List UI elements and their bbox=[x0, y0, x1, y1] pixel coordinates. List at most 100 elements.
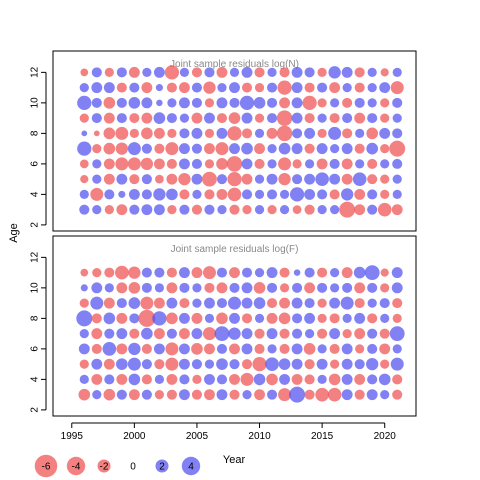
bubble bbox=[216, 127, 228, 139]
bubble bbox=[142, 67, 152, 77]
bubble bbox=[191, 204, 202, 215]
bubble bbox=[116, 97, 127, 108]
bubble bbox=[267, 189, 278, 200]
bubble bbox=[330, 268, 340, 278]
bubble bbox=[204, 128, 215, 138]
bubble bbox=[316, 143, 328, 155]
bubble bbox=[91, 343, 102, 354]
bubble bbox=[179, 67, 190, 77]
bubble bbox=[329, 189, 340, 200]
bubble bbox=[352, 172, 367, 186]
bubble bbox=[154, 143, 165, 154]
bubble bbox=[202, 266, 216, 280]
bubble bbox=[191, 267, 203, 279]
bubble bbox=[92, 268, 102, 278]
bubble bbox=[226, 156, 243, 172]
bubble bbox=[317, 67, 327, 77]
bubble bbox=[267, 67, 277, 77]
y-tick-label: 12 bbox=[30, 66, 41, 78]
bubble bbox=[254, 328, 265, 339]
bubble bbox=[241, 112, 253, 124]
bubble bbox=[367, 83, 377, 93]
bubble bbox=[128, 66, 140, 78]
bubble bbox=[129, 128, 139, 138]
bubble bbox=[80, 68, 89, 77]
bubble bbox=[78, 388, 91, 401]
bubble bbox=[392, 344, 402, 354]
bubble bbox=[267, 97, 278, 108]
bubble bbox=[77, 141, 92, 156]
bubble bbox=[389, 140, 406, 157]
bubble bbox=[79, 298, 89, 308]
bubble bbox=[192, 298, 202, 308]
bubble bbox=[279, 67, 290, 78]
bubble bbox=[304, 113, 315, 124]
panel-2: Joint sample residuals log(F) 2 4 6 8 10 12 bbox=[30, 235, 417, 417]
bubble bbox=[278, 142, 291, 155]
bubble bbox=[103, 388, 116, 401]
legend-label: 0 bbox=[130, 462, 136, 473]
bubble bbox=[342, 313, 352, 323]
bubble bbox=[103, 312, 116, 325]
bubble bbox=[392, 298, 403, 309]
bubble bbox=[392, 97, 403, 108]
bubble bbox=[379, 328, 390, 339]
bubble bbox=[317, 267, 328, 278]
bubble bbox=[166, 328, 177, 339]
bubble bbox=[128, 266, 141, 279]
bubble bbox=[129, 204, 140, 215]
bubbles bbox=[77, 65, 406, 218]
bubble bbox=[78, 343, 90, 355]
bubble bbox=[367, 204, 378, 215]
bubble bbox=[292, 128, 303, 139]
bubble bbox=[392, 113, 402, 123]
bubble bbox=[364, 265, 380, 281]
bubble bbox=[103, 97, 116, 109]
bubble bbox=[216, 174, 228, 185]
panel-title: Joint sample residuals log(F) bbox=[171, 244, 299, 255]
bubble bbox=[291, 297, 303, 309]
bubble bbox=[92, 205, 102, 215]
x-tick-label: 2005 bbox=[186, 431, 209, 442]
bubble bbox=[317, 128, 327, 138]
bubble bbox=[328, 373, 341, 386]
bubble bbox=[178, 312, 190, 324]
bubble bbox=[304, 143, 315, 154]
bubble bbox=[116, 389, 127, 400]
bubble bbox=[178, 389, 190, 401]
legend-label: -6 bbox=[42, 462, 51, 473]
bubble bbox=[317, 189, 328, 200]
bubble bbox=[241, 328, 253, 340]
bubble bbox=[241, 359, 253, 370]
bubble bbox=[341, 373, 353, 385]
bubble bbox=[128, 389, 140, 401]
bubble bbox=[216, 267, 228, 278]
bubble bbox=[204, 359, 215, 369]
x-axis: 1995 2000 2005 2010 2015 2020 bbox=[61, 422, 396, 442]
bubble bbox=[241, 142, 253, 155]
bubble bbox=[92, 144, 102, 154]
bubble bbox=[153, 204, 165, 216]
bubble bbox=[379, 343, 391, 355]
bubble bbox=[140, 296, 154, 310]
bubble bbox=[129, 174, 140, 185]
bubble bbox=[367, 98, 377, 108]
bubble bbox=[380, 268, 389, 277]
bubble bbox=[227, 126, 242, 141]
bubble bbox=[192, 189, 202, 199]
bubble bbox=[342, 282, 353, 293]
bubble bbox=[191, 343, 203, 355]
bubble bbox=[80, 284, 88, 292]
bubble bbox=[229, 282, 240, 293]
bubble bbox=[292, 313, 303, 324]
bubble bbox=[229, 359, 240, 370]
bubble bbox=[166, 297, 178, 309]
bubble bbox=[392, 67, 402, 77]
bubble bbox=[104, 374, 115, 385]
bubble bbox=[266, 173, 278, 185]
legend-bubble bbox=[34, 454, 58, 478]
bubble bbox=[353, 266, 366, 279]
bubble bbox=[179, 113, 190, 123]
bubble bbox=[380, 98, 390, 108]
bubble bbox=[389, 326, 405, 342]
